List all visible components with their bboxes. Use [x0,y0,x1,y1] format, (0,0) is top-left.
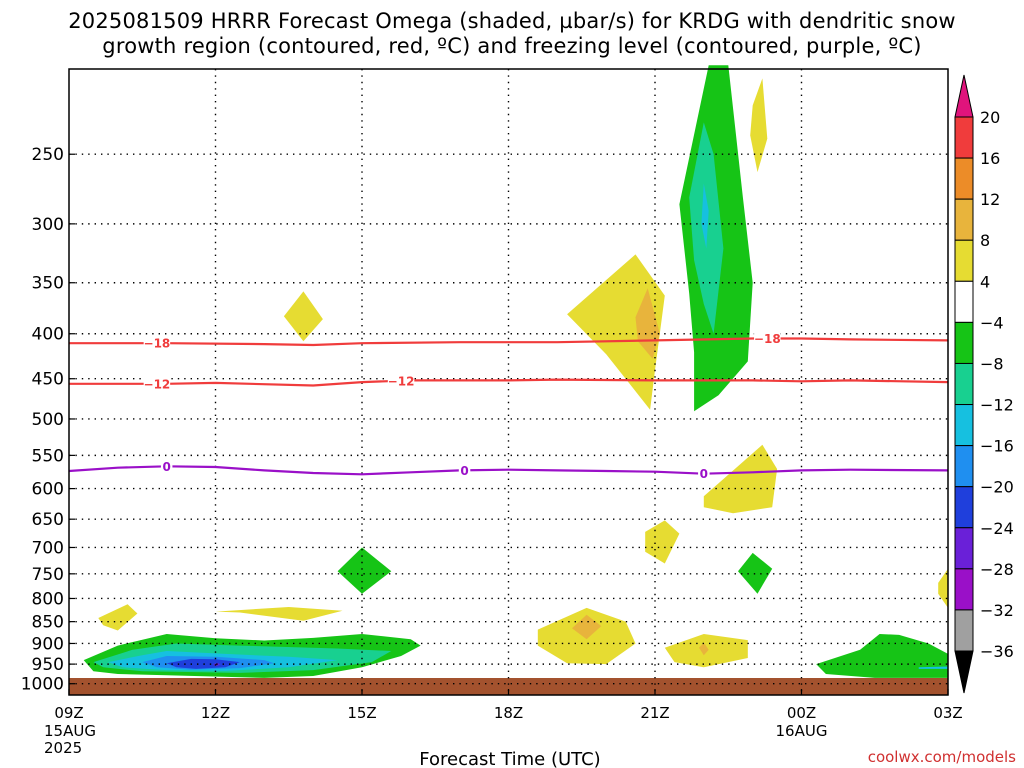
y-tick-label-550: 550 [32,446,64,466]
contour-line--18 [69,337,949,347]
temperature-contours: −18 −18 −12 −12 0 0 0 [68,331,949,481]
site-credit: coolwx.com/models [868,748,1016,766]
omega-region-22 [166,658,240,669]
omega-region-9 [572,614,602,640]
y-tick-label-750: 750 [32,565,64,585]
ground-surface [69,678,948,695]
omega-region-7 [215,607,343,621]
colorbar-label-9: −20 [980,478,1014,497]
colorbar-box-7 [954,404,974,447]
colorbar-label-3: 8 [980,231,990,250]
contour-label-bg--18-0 [143,336,171,351]
y-tick-label-400: 400 [32,325,64,345]
contour-label--12-1: −12 [388,374,415,388]
contour-label-bg-0-0 [160,459,173,474]
colorbar-label-7: −12 [980,396,1014,415]
x-tick-label-15Z: 15Z [347,704,376,722]
omega-region-2 [283,291,323,342]
contour-label--18-0: −18 [144,337,171,351]
x-tick-sublabel-09Z-1: 2025 [44,739,82,757]
colorbar-label-11: −28 [980,560,1014,579]
y-tick-label-350: 350 [32,274,64,294]
y-tick-label-500: 500 [32,410,64,430]
y-tick-label-600: 600 [32,480,64,500]
contour-label--12-0: −12 [144,377,171,391]
y-tick-label-850: 850 [32,613,64,633]
colorbar-label-5: −4 [980,313,1004,332]
colorbar-label-0: 20 [980,108,1000,127]
omega-region-24 [816,634,948,678]
colorbar-box-9 [954,486,974,529]
colorbar-label-2: 12 [980,190,1000,209]
colorbar-box-10 [954,527,974,570]
colorbar-box-3 [954,239,974,282]
contour-line--12 [69,378,949,387]
colorbar-box-6 [954,362,974,406]
y-tick-label-1000: 1000 [21,675,64,695]
y-tick-label-250: 250 [32,145,64,165]
y-tick-label-700: 700 [32,538,64,558]
x-tick-label-09Z: 09Z [54,704,83,722]
omega-region-12 [938,568,948,608]
omega-region-11 [699,642,709,656]
colorbar-box-0 [954,116,974,159]
contour-label-bg--12-0 [143,376,171,391]
x-tick-label-21Z: 21Z [640,704,669,722]
omega-region-4 [703,444,778,514]
pressure-axis: 2503003504004505005506006507007508008509… [21,145,75,695]
chart-title-line-1: 2025081509 HRRR Forecast Omega (shaded, … [68,9,956,33]
contour-line-0 [68,465,949,476]
omega-region-6 [98,604,138,631]
contour-label-0-0: 0 [162,460,170,474]
x-tick-label-12Z: 12Z [201,704,230,722]
contour-label-0-2: 0 [700,467,708,481]
contour-label-bg--12-1 [387,373,415,388]
omega-region-0 [567,254,665,410]
colorbar-box-12 [954,609,974,652]
colorbar-box-4 [954,280,974,323]
x-tick-label-03Z: 03Z [933,704,962,722]
colorbar-label-1: 16 [980,149,1000,168]
contour-label--18-1: −18 [754,332,781,346]
contour-label-bg-0-1 [458,463,471,478]
y-tick-label-950: 950 [32,655,64,675]
y-tick-label-300: 300 [32,215,64,235]
y-tick-label-450: 450 [32,370,64,390]
y-tick-label-650: 650 [32,510,64,530]
colorbar-box-2 [954,198,974,241]
colorbar-box-5 [954,321,974,364]
x-tick-sublabel-09Z-0: 15AUG [44,722,96,740]
omega-region-3 [750,78,768,173]
y-tick-label-900: 900 [32,634,64,654]
chart-title-line-2: growth region (contoured, red, ºC) and f… [102,34,922,58]
colorbar-label-12: −32 [980,601,1014,620]
omega-region-5 [645,520,680,564]
colorbar-box-11 [954,568,974,611]
colorbar-label-13: −36 [980,642,1014,661]
colorbar-bottom-arrow [954,650,974,694]
colorbar-label-10: −24 [980,519,1014,538]
contour-label-bg-0-2 [698,466,710,481]
omega-region-15 [701,183,709,249]
x-tick-label-18Z: 18Z [494,704,523,722]
y-tick-label-800: 800 [32,589,64,609]
colorbar-label-4: 4 [980,272,990,291]
colorbar-label-8: −16 [980,437,1014,456]
x-axis-title: Forecast Time (UTC) [419,749,600,768]
contour-label-0-1: 0 [460,464,468,478]
colorbar-label-6: −8 [980,354,1004,373]
omega-region-25 [918,666,948,669]
contour-label-bg--18-1 [754,331,781,346]
colorbar-top-arrow [954,74,974,118]
omega-colorbar: 20 16 12 8 4 −4 −8 −12 −16 −20 −24 −28 −32 −36 [954,74,1014,694]
colorbar-box-1 [954,157,974,200]
omega-shaded-regions [83,65,948,678]
x-tick-label-00Z: 00Z [787,704,816,722]
x-tick-sublabel-00Z-0: 16AUG [776,722,828,740]
omega-region-16 [337,547,392,594]
colorbar-box-8 [954,445,974,488]
